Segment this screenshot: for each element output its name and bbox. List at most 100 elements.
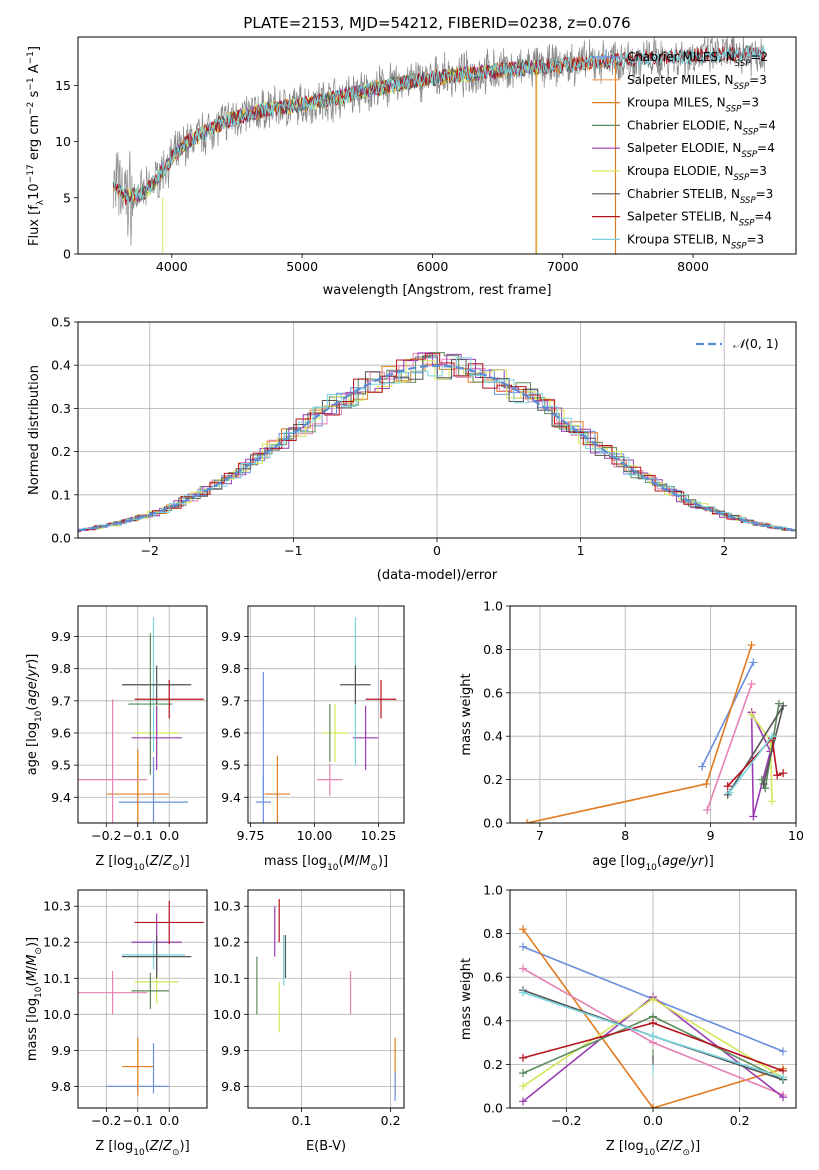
y-axis-label: mass weight — [459, 673, 474, 755]
plus-marker — [779, 701, 788, 710]
x-tick-label: 10.25 — [361, 828, 397, 843]
plot-area — [256, 899, 396, 1101]
label-part: ( — [655, 1139, 660, 1154]
panel-mass-vs-ebv: 0.1 0.2 9.8 9.9 10.0 10.1 10.2 10.3 E(B-V) — [213, 889, 405, 1154]
plus-marker — [759, 779, 768, 788]
y-tick-label: 1.0 — [483, 883, 503, 898]
errorbar-point — [264, 755, 291, 823]
plus-marker — [749, 658, 758, 667]
y-tick-label: 9.4 — [221, 790, 241, 805]
label-part: 10 — [327, 863, 339, 873]
y-tick-label: 0.0 — [483, 816, 503, 831]
y-tick-label: 10 — [55, 134, 71, 149]
y-tick-label: 9.8 — [51, 661, 71, 676]
plus-marker — [747, 710, 756, 719]
line-path — [727, 736, 784, 787]
label-part: Z — [673, 1139, 684, 1154]
label-part: yr — [25, 662, 40, 678]
y-tick-label: 9.9 — [51, 1043, 71, 1058]
y-axis-label: Normed distribution — [27, 365, 42, 495]
label-part: −17 — [26, 164, 36, 183]
label-part: 10 — [27, 183, 42, 200]
label-part: 10 — [133, 863, 145, 873]
label-part: M — [25, 955, 40, 966]
label-part: −1 — [26, 51, 36, 64]
axes-frame — [247, 889, 405, 1109]
label-part: yr — [690, 854, 706, 869]
y-tick-label: 0.8 — [483, 926, 503, 941]
errorbar-point — [322, 704, 348, 762]
y-tick-label: 0.2 — [483, 1057, 503, 1072]
legend-label: Kroupa ELODIE, NSSP=3 — [627, 164, 767, 183]
label-part: M — [344, 854, 355, 869]
x-tick-label: 10 — [788, 828, 804, 843]
series-line — [698, 658, 758, 771]
y-tick-label: 9.5 — [221, 758, 241, 773]
y-tick-label: 0.0 — [51, 531, 71, 546]
label-part: s — [27, 90, 42, 101]
errorbar-point — [131, 972, 170, 1009]
errorbar-point — [78, 971, 148, 1015]
label-part: Z [log — [606, 1139, 644, 1154]
errorbar-point — [78, 699, 148, 823]
x-axis-label: mass [log10(M/M⊙)] — [264, 854, 388, 873]
y-tick-label: 9.5 — [51, 758, 71, 773]
line-path — [728, 735, 773, 794]
x-tick-label: 0.1 — [292, 1113, 312, 1128]
series-line — [519, 1018, 787, 1075]
histogram-series — [78, 352, 796, 532]
label-part: M — [25, 970, 40, 981]
label-part: ⊙ — [370, 863, 378, 873]
y-tick-label: 9.6 — [221, 725, 241, 740]
errorbar-point — [134, 900, 204, 945]
label-part: )] — [378, 854, 388, 869]
plus-marker — [774, 699, 783, 708]
plus-marker — [519, 1097, 527, 1106]
y-tick-label: 0.4 — [483, 729, 503, 744]
plus-marker — [768, 732, 777, 741]
label-part: / — [25, 965, 40, 970]
plus-marker — [768, 797, 777, 806]
errorbar-point — [352, 705, 379, 770]
errorbar-point — [122, 935, 192, 979]
plot-area — [78, 900, 204, 1096]
plus-marker — [779, 769, 788, 778]
x-tick-label: 5000 — [286, 259, 318, 274]
panel-spectrum: 4000 5000 6000 7000 8000 0 5 10 15 wavelength [An… — [26, 36, 797, 298]
axes-frame — [77, 36, 797, 255]
x-tick-label: 7000 — [547, 259, 579, 274]
series-line — [725, 732, 777, 797]
y-axis-label: mass [log10(M/M⊙)] — [25, 937, 44, 1061]
model-spectrum — [113, 45, 766, 204]
x-tick-label: 2 — [720, 543, 728, 558]
x-axis-label: Z [log10(Z/Z⊙)] — [95, 854, 189, 873]
label-part: mass [log — [25, 998, 40, 1061]
label-part: 10 — [34, 710, 44, 722]
x-tick-label: −0.2 — [91, 1113, 121, 1128]
label-part: Flux [f — [27, 205, 42, 246]
y-tick-label: 9.9 — [221, 1043, 241, 1058]
axes-frame — [77, 889, 208, 1109]
label-part: )] — [25, 654, 40, 664]
plot-area — [523, 641, 788, 823]
plot-area — [112, 37, 766, 254]
y-tick-label: 10.3 — [213, 899, 241, 914]
y-tick-label: 0.2 — [51, 444, 71, 459]
model-spectrum — [119, 59, 538, 202]
label-part: Z [log — [95, 1139, 133, 1154]
label-part: / — [159, 854, 164, 869]
label-part: ( — [25, 706, 40, 711]
label-part: / — [159, 1139, 164, 1154]
x-tick-label: −0.1 — [123, 828, 153, 843]
normal-curve — [78, 364, 796, 532]
label-part: ⊙ — [172, 863, 180, 873]
label-part: Z — [162, 1139, 173, 1154]
x-tick-label: −0.2 — [551, 1113, 581, 1128]
plus-marker — [725, 788, 734, 797]
plus-marker — [519, 964, 527, 973]
plus-marker — [649, 1032, 657, 1041]
y-tick-label: 0.3 — [51, 401, 71, 416]
panel-residuals: −2 −1 0 1 2 0.0 0.1 0.2 0.3 0.4 0.5 (data-model)/er… — [27, 315, 797, 583]
